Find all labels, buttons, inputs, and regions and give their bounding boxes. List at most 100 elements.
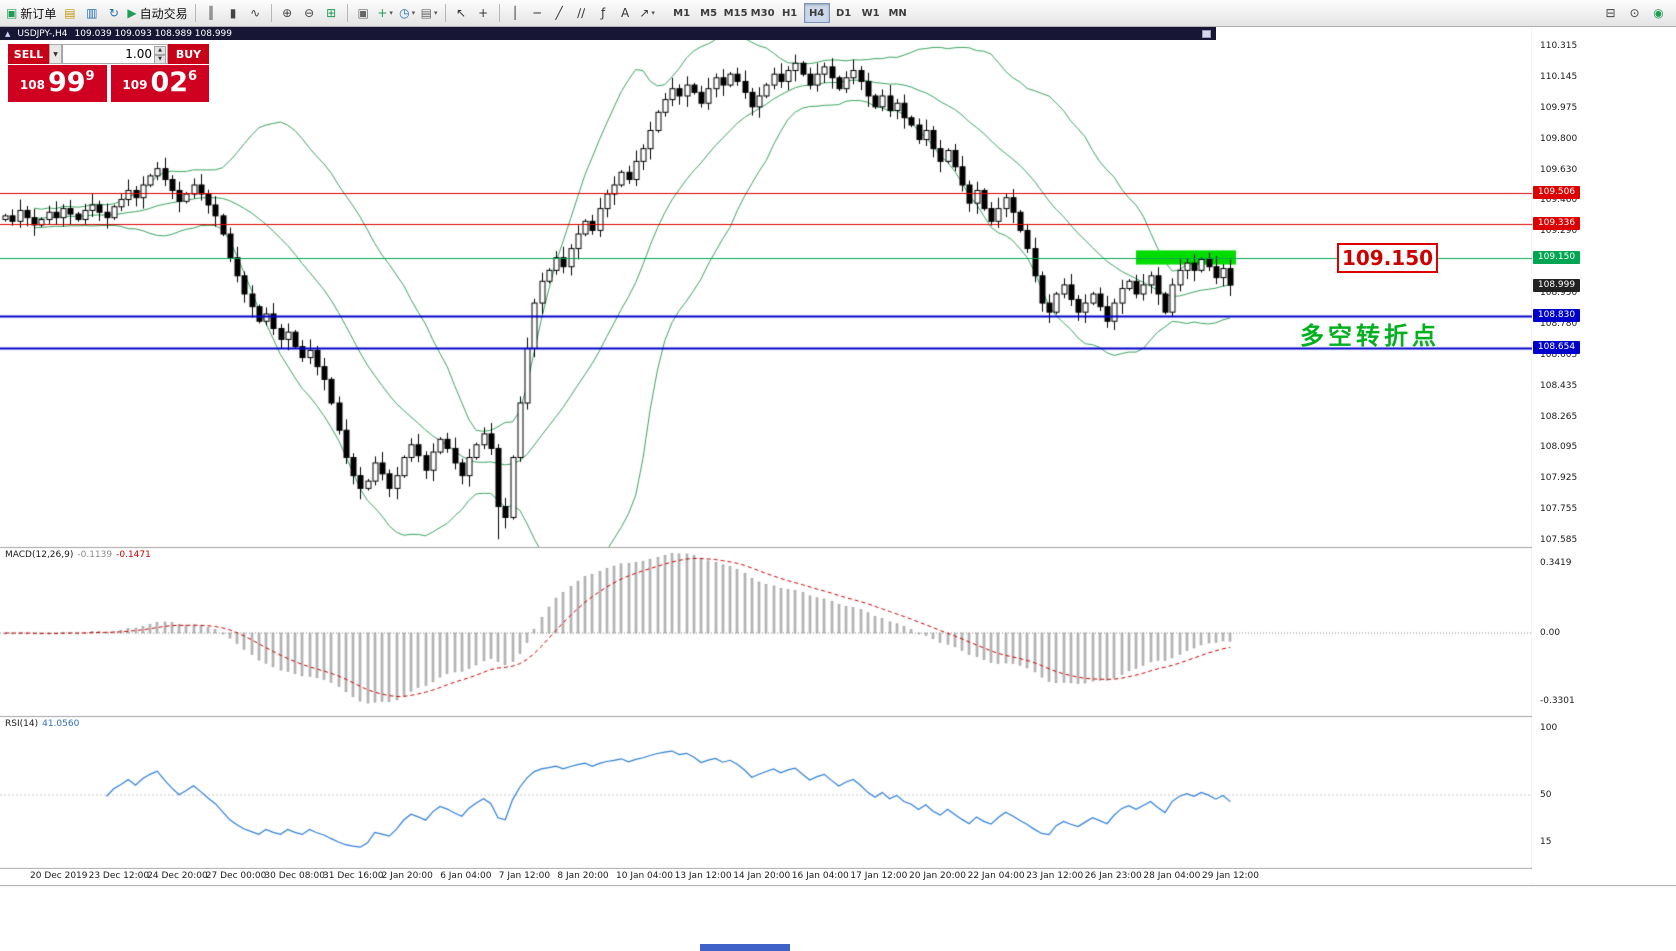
- time-axis-label: 14 Jan 20:00: [733, 871, 791, 881]
- toolbar-separator: [444, 4, 446, 22]
- price-scale[interactable]: 110.315 110.145 109.975 109.800 109.630 109.4…: [1532, 27, 1676, 885]
- collapse-arrow-icon[interactable]: ▲: [5, 29, 11, 38]
- arrows-button[interactable]: ↗ ▾: [637, 2, 658, 24]
- turning-point-text[interactable]: 多空转折点: [1300, 322, 1440, 350]
- equidistant-channel-button[interactable]: ∕∕: [571, 2, 592, 24]
- time-axis-label: 30 Dec 08:00: [264, 871, 325, 881]
- sell-price-display[interactable]: 108 99 9: [8, 65, 107, 102]
- trendline-button[interactable]: ╱: [549, 2, 570, 24]
- fibonacci-button[interactable]: ƒ: [593, 2, 614, 24]
- one-click-trading-panel: SELL ▼ 1.00 ▲ ▼ BUY 108 99 9 109 02 6: [8, 44, 209, 102]
- trendline-icon: ╱: [555, 6, 563, 20]
- print-button[interactable]: ⊟: [1600, 2, 1621, 24]
- vertical-line-button[interactable]: │: [505, 2, 526, 24]
- price-scale-label: 108.605: [1540, 349, 1578, 360]
- autotrading-icon: ▶: [127, 6, 137, 20]
- volume-dropdown-button[interactable]: ▼: [49, 44, 62, 64]
- rsi-scale-label: 50: [1540, 790, 1552, 800]
- toolbar-separator: [498, 4, 500, 22]
- price-scale-label: 107.755: [1540, 504, 1578, 515]
- autotrading-button[interactable]: ▶ 自动交易: [125, 2, 189, 24]
- buy-button[interactable]: BUY: [168, 44, 209, 64]
- vertical-line-icon: │: [511, 6, 519, 20]
- text-label-button[interactable]: A: [615, 2, 636, 24]
- arrange-charts-button[interactable]: ▣: [353, 2, 374, 24]
- chart-window-button[interactable]: [1202, 29, 1211, 38]
- time-axis-label: 27 Dec 00:00: [205, 871, 267, 881]
- sell-price-sup: 9: [85, 69, 95, 84]
- volume-spinner[interactable]: ▲ ▼: [154, 46, 166, 64]
- macd-label: MACD(12,26,9) -0.1139 -0.1471: [5, 550, 151, 560]
- price-badge: 108.830: [1533, 309, 1580, 323]
- cursor-button[interactable]: ↖: [451, 2, 472, 24]
- timeframe-w1[interactable]: W1: [861, 7, 880, 19]
- candlestick-chart-button[interactable]: ▮: [223, 2, 244, 24]
- time-axis-label: 22 Jan 04:00: [967, 871, 1025, 881]
- new-order-label: 新订单: [20, 6, 57, 21]
- buy-price-sup: 6: [188, 69, 198, 84]
- price-scale-label: 107.585: [1540, 535, 1578, 546]
- market-watch-button[interactable]: ▥: [81, 2, 102, 24]
- bar-chart-icon: ║: [207, 6, 215, 20]
- timeframe-m30[interactable]: M30: [750, 7, 775, 19]
- buy-price-display[interactable]: 109 02 6: [110, 65, 209, 102]
- dropdown-arrow-icon: ▾: [434, 9, 438, 17]
- time-axis-label: 20 Jan 20:00: [909, 871, 966, 881]
- time-axis[interactable]: 20 Dec 2019 23 Dec 12:00 24 Dec 20:00 27 De…: [0, 869, 1532, 885]
- community-button[interactable]: ◉: [1648, 2, 1669, 24]
- timeframe-m5[interactable]: M5: [700, 7, 718, 19]
- price-badge: 108.999: [1533, 278, 1580, 292]
- macd-value-signal: -0.1471: [116, 550, 151, 560]
- chart-profiles-button[interactable]: ▤: [59, 2, 80, 24]
- rsi-value: 41.0560: [42, 719, 80, 729]
- refresh-button[interactable]: ↻: [103, 2, 124, 24]
- market-watch-icon: ▥: [86, 6, 98, 20]
- time-axis-label: 10 Jan 04:00: [616, 871, 673, 881]
- timeframe-m1[interactable]: M1: [673, 7, 691, 19]
- spinner-up-icon[interactable]: ▲: [154, 46, 166, 55]
- templates-button[interactable]: ▤ ▾: [419, 2, 440, 24]
- bar-chart-button[interactable]: ║: [201, 2, 222, 24]
- templates-icon: ▤: [420, 6, 433, 20]
- new-order-button[interactable]: ▣ 新订单: [4, 2, 58, 24]
- timeframe-m15[interactable]: M15: [723, 7, 748, 19]
- macd-name: MACD(12,26,9): [5, 550, 74, 560]
- sell-button[interactable]: SELL: [8, 44, 49, 64]
- zoom-in-button[interactable]: ⊕: [277, 2, 298, 24]
- timeframe-mn[interactable]: MN: [888, 7, 907, 19]
- spinner-down-icon[interactable]: ▼: [154, 55, 166, 64]
- price-scale-label: 108.435: [1540, 380, 1578, 391]
- zoom-out-icon: ⊖: [304, 6, 315, 20]
- periods-button[interactable]: ◷ ▾: [397, 2, 418, 24]
- horizontal-line-button[interactable]: ─: [527, 2, 548, 24]
- top-toolbar: ▣ 新订单 ▤ ▥ ↻ ▶ 自动交易 ║ ▮ ∿ ⊕ ⊖ ⊞ ▣ + ▾ ◷ ▾ ▤ ▾ ↖ + │ ─ ╱ ∕∕ ƒ A ↗ ▾ M1 M5…: [0, 0, 1676, 27]
- volume-input[interactable]: 1.00 ▲ ▼: [62, 44, 168, 64]
- text-label-icon: A: [621, 6, 630, 20]
- sell-price-big: 99: [47, 67, 86, 98]
- price-badge: 109.506: [1533, 186, 1580, 200]
- timeframe-h4[interactable]: H4: [803, 3, 830, 23]
- candlestick-chart-icon: ▮: [229, 6, 237, 20]
- time-axis-label: 8 Jan 20:00: [557, 871, 609, 881]
- toolbar-separator: [194, 4, 196, 22]
- line-chart-icon: ∿: [250, 6, 261, 20]
- autotrading-label: 自动交易: [139, 6, 188, 21]
- zoom-out-button[interactable]: ⊖: [299, 2, 320, 24]
- macd-value-main: -0.1139: [77, 550, 113, 560]
- time-axis-label: 24 Dec 20:00: [147, 871, 208, 881]
- tile-windows-button[interactable]: ⊞: [321, 2, 342, 24]
- indicators-button[interactable]: + ▾: [375, 2, 396, 24]
- line-chart-button[interactable]: ∿: [245, 2, 266, 24]
- time-axis-label: 13 Jan 12:00: [674, 871, 732, 881]
- search-button[interactable]: ⊙: [1624, 2, 1645, 24]
- tile-windows-icon: ⊞: [326, 6, 337, 20]
- price-scale-label: 109.290: [1540, 226, 1578, 237]
- timeframe-h1[interactable]: H1: [781, 7, 798, 19]
- cursor-icon: ↖: [456, 6, 467, 20]
- time-axis-label: 6 Jan 04:00: [440, 871, 492, 881]
- crosshair-button[interactable]: +: [473, 2, 494, 24]
- timeframe-d1[interactable]: D1: [835, 7, 852, 19]
- price-annotation-box[interactable]: 109.150: [1337, 243, 1438, 273]
